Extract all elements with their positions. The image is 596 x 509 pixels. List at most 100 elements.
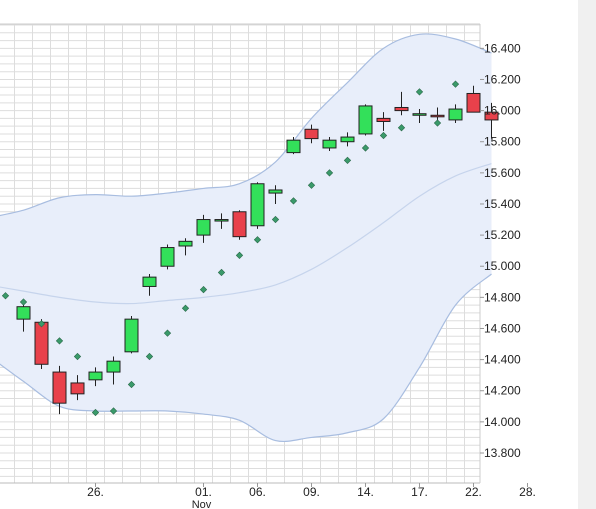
candle-body — [394, 106, 409, 112]
x-tick-label: 06. — [249, 485, 266, 499]
sar-point — [109, 407, 118, 415]
bollinger-band-fill — [0, 33, 492, 442]
candle-body — [124, 318, 139, 353]
candle — [394, 91, 409, 116]
x-month-label: Nov — [192, 499, 212, 509]
candle — [70, 375, 85, 401]
candle-body — [52, 371, 67, 404]
sar-point — [199, 285, 208, 294]
candle-body — [412, 113, 427, 116]
bollinger-middle-line — [0, 162, 492, 305]
sar-point — [253, 236, 262, 244]
y-tick-label: 15.200 — [484, 228, 521, 242]
sar-point — [307, 181, 316, 189]
candle — [106, 356, 121, 385]
candle — [16, 303, 31, 332]
candle-body — [232, 211, 247, 238]
x-tick-label: 01. — [195, 485, 212, 499]
sar-point — [163, 329, 172, 337]
candle — [52, 365, 67, 415]
sar-point — [127, 380, 136, 389]
sar-point — [415, 88, 424, 96]
candle-body — [16, 306, 31, 320]
candle — [214, 213, 229, 229]
candle-body — [250, 183, 265, 227]
candle-body — [358, 105, 373, 135]
y-tick-label: 15.400 — [484, 197, 521, 211]
candle — [448, 104, 463, 124]
sar-point — [19, 298, 28, 306]
candle — [124, 316, 139, 354]
bollinger-upper-line — [0, 33, 492, 217]
sar-point — [361, 144, 370, 152]
candle — [376, 112, 391, 131]
candle-body — [286, 139, 301, 154]
y-tick-label: 14.800 — [484, 290, 521, 304]
sar-point — [37, 320, 46, 328]
candle — [160, 244, 175, 270]
sar-point — [397, 124, 406, 132]
sar-point — [235, 251, 244, 259]
candle — [178, 238, 193, 256]
sar-point — [55, 337, 64, 345]
parabolic-sar — [1, 80, 460, 417]
x-axis: 26. 01.Nov 06. 09. 14. 17. 22. 28. — [87, 483, 536, 509]
x-tick-label: 26. — [87, 485, 104, 499]
sar-point — [181, 304, 190, 312]
x-tick-label: 22. — [465, 485, 482, 499]
candles — [16, 85, 499, 415]
sar-point — [451, 80, 460, 88]
candle — [88, 367, 103, 387]
candle-body — [484, 111, 499, 121]
candle — [484, 102, 499, 139]
sar-point — [73, 352, 82, 361]
sar-point — [343, 156, 352, 165]
candle — [340, 132, 355, 147]
candle — [304, 124, 319, 144]
y-tick-label: 14.600 — [484, 321, 521, 335]
candle-body — [196, 219, 211, 236]
x-tick-label: 14. — [357, 485, 374, 499]
y-tick-label: 16.400 — [484, 41, 521, 55]
x-tick-label: 28. — [519, 485, 536, 499]
candle-body — [142, 276, 157, 287]
sar-point — [325, 169, 334, 177]
y-tick-label: 16.200 — [484, 72, 521, 86]
candle-body — [34, 321, 49, 365]
candle-body — [304, 128, 319, 140]
candle-body — [178, 240, 193, 247]
sar-point — [289, 197, 298, 205]
y-tick-label: 14.400 — [484, 353, 521, 367]
candle — [196, 214, 211, 243]
x-tick-label: 09. — [303, 485, 320, 499]
candle-body — [376, 117, 391, 122]
candle-body — [466, 92, 481, 113]
candle — [466, 85, 481, 113]
candle — [322, 137, 337, 152]
candle-body — [88, 371, 103, 381]
candle — [232, 210, 247, 240]
sar-point — [271, 215, 280, 224]
y-tick-label: 15.800 — [484, 135, 521, 149]
y-tick-label: 14.000 — [484, 415, 521, 429]
sar-point — [145, 352, 154, 361]
candle-body — [268, 189, 283, 194]
candle-body — [430, 114, 445, 118]
candle-body — [160, 247, 175, 267]
right-scroll-strip — [578, 0, 596, 509]
candle — [250, 182, 265, 229]
candle-body — [448, 108, 463, 121]
candle — [286, 137, 301, 155]
y-tick-label: 15.000 — [484, 259, 521, 273]
bollinger-lower-line — [0, 273, 492, 443]
sar-point — [91, 408, 100, 417]
candle-body — [340, 136, 355, 143]
candle — [142, 274, 157, 296]
y-tick-label: 16.000 — [484, 104, 521, 118]
candle-body — [106, 360, 121, 373]
y-axis: 13.800 14.000 14.200 14.400 14.600 14.800 15.0… — [480, 41, 521, 460]
y-tick-label: 15.600 — [484, 166, 521, 180]
bollinger-bands — [0, 33, 492, 443]
sar-point — [217, 268, 226, 277]
